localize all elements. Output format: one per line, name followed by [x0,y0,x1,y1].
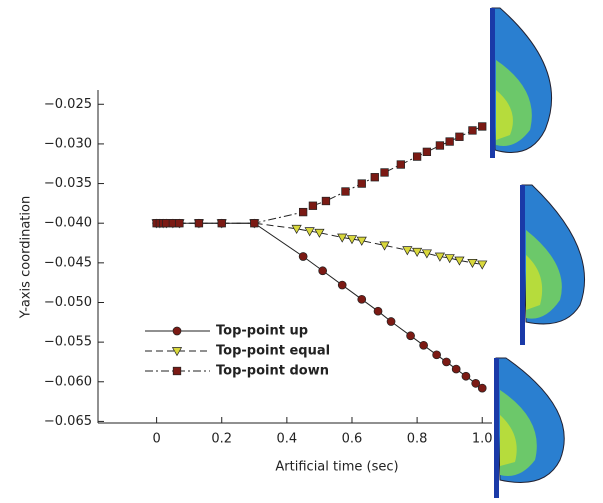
x-tick-label: 1.0 [472,432,493,447]
marker [419,340,428,350]
legend-marker [172,326,182,336]
x-tick-label: 0.4 [277,432,298,447]
marker [357,179,366,188]
marker [291,224,302,234]
marker [373,306,383,316]
marker [434,252,445,262]
marker [380,168,389,177]
marker [379,241,390,251]
marker [175,219,184,228]
marker [298,207,308,217]
y-axis-title: Y-axis coordination [19,196,34,319]
y-tick-label: −0.045 [44,255,92,270]
marker [357,294,367,304]
x-tick-label: 0 [152,432,160,447]
marker [444,254,455,264]
y-tick-label: −0.060 [44,374,92,389]
marker [386,317,396,326]
marker [370,173,379,182]
y-tick-label: −0.035 [44,176,92,191]
marker [412,152,422,161]
x-tick-label: 0.2 [211,432,232,447]
mesh-middle [520,184,586,345]
marker [298,252,308,261]
mesh-images [490,7,586,498]
series-line [156,126,483,224]
y-tick-label: −0.050 [44,295,92,310]
legend-label: Top-point down [216,364,329,379]
y-tick-label: −0.065 [44,414,92,429]
marker [435,141,445,150]
marker [451,364,461,374]
marker [308,201,318,210]
marker [194,219,204,228]
marker [304,227,315,237]
y-tick-label: −0.040 [44,216,92,231]
marker [402,246,413,256]
legend-label: Top-point equal [216,344,330,359]
marker [321,196,331,206]
y-tick-label: −0.025 [44,97,92,112]
marker [461,371,471,381]
marker [477,260,488,270]
marker [454,256,465,266]
marker [337,233,348,243]
marker [478,122,487,131]
marker [412,247,423,257]
legend-marker [171,347,183,357]
y-tick-label: −0.055 [44,335,92,350]
legend-label: Top-point up [216,324,308,339]
x-tick-label: 0.8 [407,432,428,447]
x-tick-label: 0.6 [342,432,363,447]
legend-marker [172,366,182,376]
marker [445,137,454,146]
marker [406,331,415,341]
marker [396,160,405,169]
marker [471,379,481,388]
marker [217,219,226,228]
marker [422,147,432,156]
marker [455,132,464,141]
marker [421,249,432,259]
marker [467,258,478,269]
marker [468,126,477,135]
marker [341,187,350,196]
mesh-top [490,7,552,158]
marker [337,280,347,290]
mesh-bottom [494,357,565,498]
y-tick-label: −0.030 [44,136,92,151]
x-axis-title: Artificial time (sec) [275,460,398,475]
marker [250,219,259,228]
marker [432,350,441,360]
marker [442,357,451,367]
marker [356,236,367,246]
marker [318,266,328,276]
marker [346,235,358,245]
marker [477,383,487,393]
marker [314,228,325,238]
